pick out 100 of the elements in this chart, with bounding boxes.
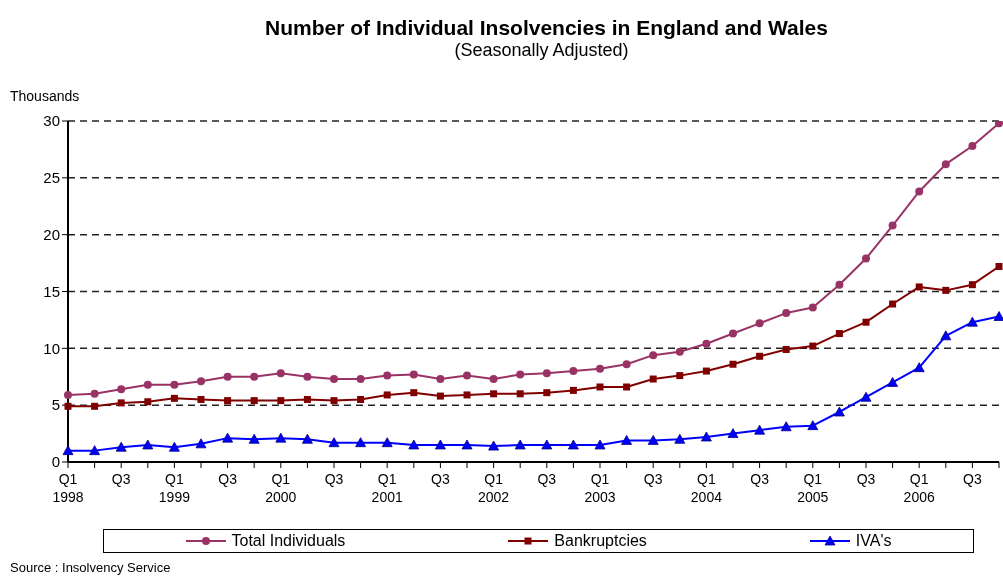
point <box>941 160 950 169</box>
point <box>702 367 710 375</box>
y-tick-label: 15 <box>43 282 60 300</box>
point <box>940 330 952 341</box>
point <box>702 339 711 348</box>
point <box>463 391 471 399</box>
point <box>543 389 551 397</box>
point <box>516 370 525 379</box>
x-tick-label: Q3 <box>431 471 450 487</box>
point <box>410 389 418 397</box>
point <box>754 424 765 435</box>
point <box>942 286 950 294</box>
point <box>357 395 365 403</box>
point <box>436 375 445 384</box>
x-tick-label: Q1 1998 <box>52 471 84 505</box>
point <box>248 433 260 444</box>
point <box>302 433 313 444</box>
point <box>328 437 340 448</box>
legend-label: Total Individuals <box>230 532 346 550</box>
point <box>356 375 365 384</box>
point <box>62 445 74 456</box>
point <box>887 377 898 387</box>
point <box>913 362 925 373</box>
point <box>835 280 844 289</box>
point <box>782 345 790 353</box>
x-tick-label: Q1 2002 <box>478 471 510 505</box>
point <box>117 399 125 407</box>
point <box>142 439 154 450</box>
point <box>780 421 792 432</box>
point <box>275 432 287 443</box>
point <box>649 351 658 360</box>
x-tick-label: Q3 <box>963 471 982 487</box>
point <box>915 187 924 196</box>
point <box>995 121 1003 128</box>
point <box>729 329 737 338</box>
point <box>89 445 100 456</box>
x-tick-label: Q3 <box>218 471 238 487</box>
point <box>782 309 791 318</box>
point <box>808 303 817 312</box>
x-tick-label: Q1 2001 <box>371 471 403 505</box>
point <box>834 406 845 417</box>
point <box>330 375 338 384</box>
point <box>303 395 311 403</box>
point <box>250 372 259 381</box>
point <box>435 439 446 450</box>
point <box>516 390 524 398</box>
point <box>144 398 152 406</box>
point <box>64 402 72 410</box>
point <box>756 352 764 360</box>
point <box>197 395 205 403</box>
point <box>542 369 551 378</box>
point <box>568 439 579 450</box>
y-tick-label: 30 <box>43 112 60 130</box>
x-tick-label: Q1 1999 <box>158 471 191 505</box>
point <box>117 385 126 394</box>
x-tick-label: Q3 <box>643 471 663 487</box>
point <box>222 432 233 443</box>
point <box>223 372 232 381</box>
y-tick-label: 20 <box>43 225 60 243</box>
point <box>622 360 631 369</box>
point <box>596 383 604 391</box>
point <box>143 380 152 389</box>
x-tick-label: Q1 2000 <box>265 471 297 505</box>
point <box>835 330 843 338</box>
y-tick-label: 10 <box>43 339 60 357</box>
legend-label: IVA's <box>854 532 892 550</box>
point <box>915 283 923 291</box>
point <box>674 433 686 444</box>
point <box>596 364 604 373</box>
point <box>727 428 739 438</box>
chart-subtitle: (Seasonally Adjusted) <box>453 40 630 61</box>
point <box>647 435 659 445</box>
point <box>862 254 870 263</box>
y-tick-label: 0 <box>51 453 60 471</box>
point <box>489 375 498 384</box>
point <box>701 431 712 442</box>
point <box>170 380 179 389</box>
point <box>649 375 657 383</box>
x-tick-label: Q3 <box>856 471 876 487</box>
point <box>594 439 606 450</box>
x-tick-label: Q3 <box>111 471 131 487</box>
point <box>675 347 684 356</box>
point <box>383 371 392 380</box>
point <box>64 390 72 399</box>
point <box>409 370 418 379</box>
point <box>569 386 577 394</box>
point <box>889 300 897 308</box>
x-tick-label: Q3 <box>324 471 344 487</box>
point <box>197 377 205 386</box>
point <box>91 402 99 410</box>
point <box>569 367 578 376</box>
point <box>277 397 285 405</box>
point <box>436 392 444 400</box>
point <box>276 369 285 378</box>
point <box>355 437 366 448</box>
point <box>995 262 1003 270</box>
point <box>809 342 817 350</box>
point <box>860 391 872 402</box>
y-axis-title: Thousands <box>10 88 80 104</box>
point <box>381 437 393 448</box>
